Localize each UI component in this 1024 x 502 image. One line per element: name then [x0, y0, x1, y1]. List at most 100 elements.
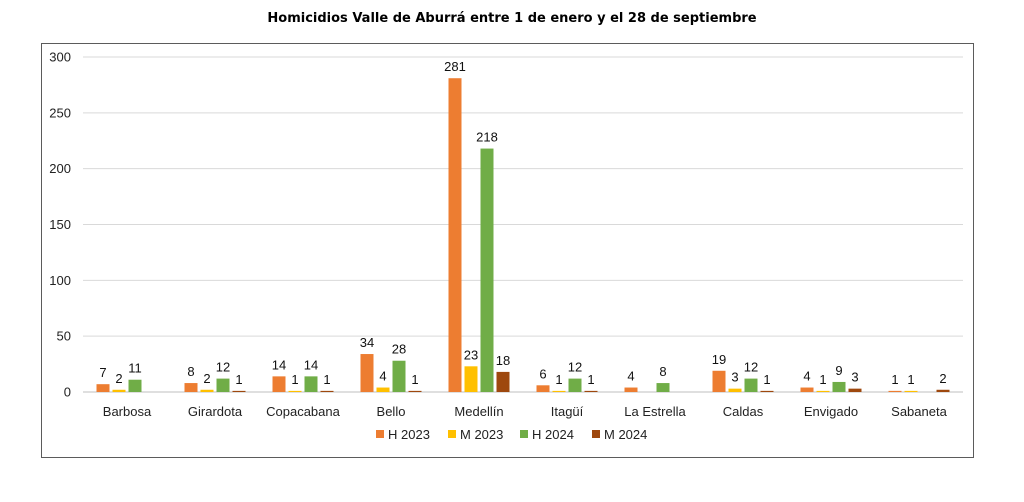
- x-tick-label: Copacabana: [266, 404, 340, 419]
- bar: [360, 354, 374, 392]
- bar: [96, 384, 110, 392]
- y-tick-label: 250: [49, 105, 71, 120]
- data-label: 4: [627, 369, 634, 384]
- data-label: 14: [304, 357, 318, 372]
- bar: [496, 371, 510, 392]
- legend-label: H 2023: [388, 427, 430, 442]
- data-label: 1: [891, 372, 898, 387]
- bars: [96, 78, 950, 392]
- x-tick-label: Bello: [377, 404, 406, 419]
- bar: [112, 389, 126, 392]
- y-tick-label: 200: [49, 161, 71, 176]
- data-label: 1: [587, 372, 594, 387]
- bar: [464, 366, 478, 392]
- bar: [216, 378, 230, 392]
- x-tick-label: Caldas: [723, 404, 764, 419]
- data-label: 18: [496, 353, 510, 368]
- bar: [584, 390, 598, 392]
- data-label: 1: [323, 372, 330, 387]
- y-tick-label: 100: [49, 273, 71, 288]
- bar: [800, 387, 814, 392]
- chart-title: Homicidios Valle de Aburrá entre 1 de en…: [267, 11, 757, 26]
- y-tick-label: 300: [49, 50, 71, 65]
- data-label: 12: [216, 360, 230, 375]
- x-tick-label: Envigado: [804, 404, 858, 419]
- data-label: 1: [291, 372, 298, 387]
- data-label: 8: [659, 364, 666, 379]
- legend: H 2023 M 2023 H 2024 M 2024: [376, 427, 647, 442]
- bar: [288, 390, 302, 392]
- bar: [376, 387, 390, 392]
- legend-swatch: [592, 430, 600, 438]
- data-label: 8: [187, 364, 194, 379]
- data-label: 3: [851, 370, 858, 385]
- data-label: 11: [128, 361, 142, 376]
- data-label: 14: [272, 357, 286, 372]
- bar: [272, 376, 286, 392]
- data-label: 28: [392, 342, 406, 357]
- data-label: 1: [907, 372, 914, 387]
- bar: [552, 390, 566, 392]
- bar: [624, 387, 638, 392]
- bar: [656, 383, 670, 392]
- bar: [448, 78, 462, 392]
- data-label: 1: [411, 372, 418, 387]
- bar: [728, 388, 742, 392]
- data-label: 2: [203, 371, 210, 386]
- bar: [184, 383, 198, 392]
- data-label: 23: [464, 347, 478, 362]
- y-tick-label: 150: [49, 217, 71, 232]
- legend-swatch: [448, 430, 456, 438]
- legend-label: M 2023: [460, 427, 503, 442]
- y-tick-label: 0: [64, 385, 71, 400]
- bar: [568, 378, 582, 392]
- data-label: 1: [235, 372, 242, 387]
- bar: [848, 388, 862, 392]
- data-label: 218: [476, 130, 498, 145]
- x-tick-label: La Estrella: [624, 404, 686, 419]
- y-tick-label: 50: [57, 329, 71, 344]
- bar: [480, 148, 494, 392]
- bar: [904, 390, 918, 392]
- data-label: 19: [712, 352, 726, 367]
- bar: [760, 390, 774, 392]
- bar: [744, 378, 758, 392]
- x-axis: Barbosa Girardota Copacabana Bello Medellín I…: [103, 404, 948, 419]
- legend-label: H 2024: [532, 427, 574, 442]
- bar: [232, 390, 246, 392]
- x-tick-label: Barbosa: [103, 404, 152, 419]
- data-label: 34: [360, 335, 374, 350]
- gridlines: [83, 56, 963, 393]
- bar: [536, 385, 550, 392]
- legend-label: M 2024: [604, 427, 647, 442]
- bar: [408, 390, 422, 392]
- bar: [304, 376, 318, 392]
- bar: [200, 389, 214, 392]
- data-label: 12: [744, 360, 758, 375]
- bar: [320, 390, 334, 392]
- bar: [832, 381, 846, 392]
- y-axis: 0 50 100 150 200 250 300: [49, 50, 71, 400]
- data-label: 12: [568, 360, 582, 375]
- bar: [392, 360, 406, 392]
- legend-swatch: [520, 430, 528, 438]
- data-label: 1: [555, 372, 562, 387]
- chart-frame: [41, 43, 974, 458]
- x-tick-label: Medellín: [454, 404, 503, 419]
- data-label: 2: [115, 371, 122, 386]
- bar: [936, 389, 950, 392]
- data-label: 4: [379, 369, 386, 384]
- x-tick-label: Itagüí: [551, 404, 584, 419]
- data-label: 9: [835, 363, 842, 378]
- data-label: 281: [444, 59, 466, 74]
- data-label: 3: [731, 370, 738, 385]
- legend-swatch: [376, 430, 384, 438]
- bar: [888, 390, 902, 392]
- bar: [712, 370, 726, 392]
- data-label: 4: [803, 369, 810, 384]
- x-tick-label: Sabaneta: [891, 404, 947, 419]
- bar: [816, 390, 830, 392]
- data-label: 7: [99, 365, 106, 380]
